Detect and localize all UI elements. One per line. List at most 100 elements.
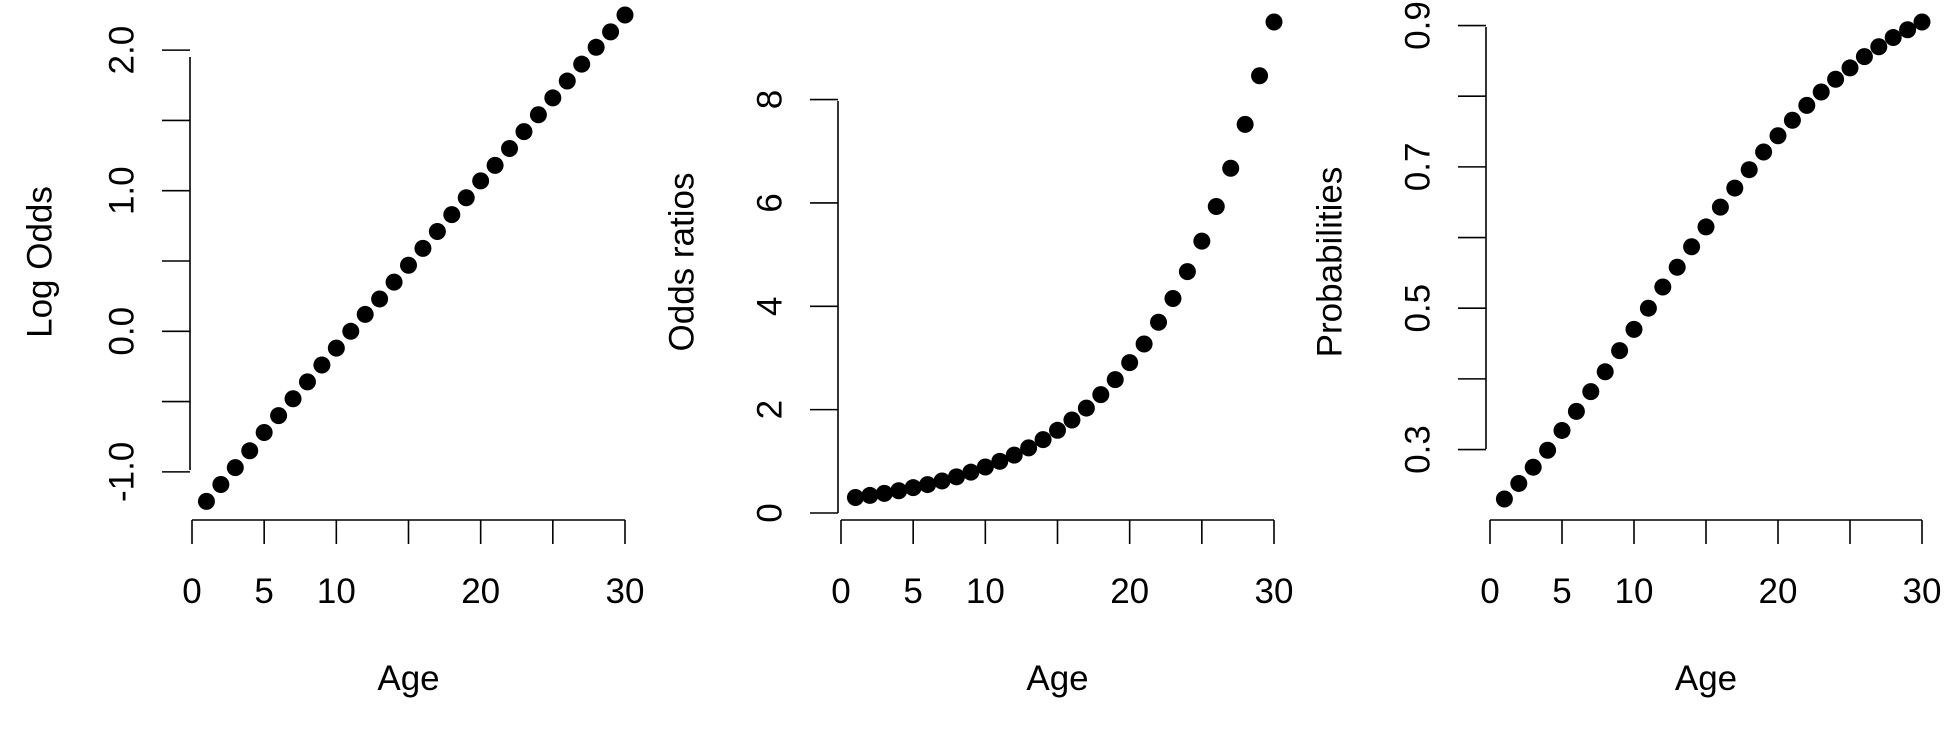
x-axis-title: Age — [377, 659, 439, 698]
data-point — [1899, 21, 1917, 39]
data-point — [1178, 263, 1196, 281]
data-point — [1553, 421, 1571, 439]
data-point — [558, 72, 576, 90]
data-point — [602, 23, 620, 41]
data-point — [284, 390, 302, 408]
y-tick-label: 2.0 — [103, 26, 142, 75]
data-point — [1495, 490, 1513, 508]
data-point — [1625, 320, 1643, 338]
y-tick-label: 4 — [751, 297, 790, 316]
x-tick-label: 0 — [182, 572, 201, 611]
data-point — [544, 89, 562, 107]
data-point — [1034, 431, 1052, 449]
x-tick-label: 30 — [1255, 572, 1294, 611]
x-tick-label: 20 — [1759, 572, 1798, 611]
data-point — [1005, 446, 1023, 464]
data-point — [1769, 127, 1787, 145]
y-tick-label: 2 — [751, 400, 790, 419]
data-point — [947, 468, 965, 486]
y-tick-label: 0.3 — [1399, 425, 1438, 474]
data-point — [1524, 458, 1542, 476]
data-point — [1236, 115, 1254, 133]
data-point — [875, 484, 893, 502]
y-tick-label: 0 — [751, 503, 790, 522]
data-point — [385, 273, 403, 291]
data-point — [861, 486, 879, 504]
data-point — [1222, 159, 1240, 177]
y-tick-label: -1.0 — [103, 442, 142, 502]
data-point — [298, 373, 316, 391]
data-point — [212, 476, 230, 494]
data-point — [976, 458, 994, 476]
odds-ratio-panel: 0 2 4 6 8 0 5 10 20 30 Age Odds ratios — [663, 13, 1294, 698]
data-point — [255, 424, 273, 442]
data-point — [1582, 383, 1600, 401]
data-point — [1711, 198, 1729, 216]
data-point — [1121, 354, 1139, 372]
data-point — [1683, 238, 1701, 256]
data-point — [197, 492, 215, 510]
data-point — [1207, 198, 1225, 216]
x-tick-label: 0 — [1480, 572, 1499, 611]
y-axis-title: Probabilities — [1311, 167, 1350, 358]
data-point — [313, 356, 331, 374]
data-point — [587, 38, 605, 56]
probability-panel: 0.3 0.5 0.7 0.9 0 5 10 20 30 Age Probabilities — [1311, 1, 1942, 698]
data-point — [1697, 218, 1715, 236]
data-point — [1164, 290, 1182, 308]
x-axis-title: Age — [1675, 659, 1737, 698]
data-point — [1668, 258, 1686, 276]
x-tick-label: 10 — [1615, 572, 1654, 611]
data-point — [846, 488, 864, 506]
data-point — [1092, 386, 1110, 404]
data-point — [241, 442, 259, 460]
x-axis-title: Age — [1026, 659, 1088, 698]
data-point — [1654, 278, 1672, 296]
data-point — [443, 206, 461, 224]
data-point — [919, 476, 937, 494]
data-point — [400, 256, 417, 274]
data-point — [962, 463, 980, 481]
data-point — [270, 407, 288, 425]
data-point — [515, 123, 533, 141]
x-tick-label: 30 — [1903, 572, 1942, 611]
data-point — [1726, 179, 1744, 197]
y-axis-title: Odds ratios — [663, 173, 702, 352]
data-point — [414, 239, 432, 257]
x-tick-label: 5 — [254, 572, 273, 611]
data-point — [1106, 371, 1124, 389]
data-point — [1020, 439, 1038, 457]
data-point — [1077, 399, 1095, 417]
x-tick-label: 5 — [903, 572, 922, 611]
data-point — [1596, 363, 1614, 381]
y-tick-label: 0.5 — [1399, 284, 1438, 333]
y-tick-label: 6 — [751, 193, 790, 212]
data-point — [1870, 38, 1888, 56]
x-tick-label: 20 — [1110, 572, 1149, 611]
data-point — [991, 452, 1009, 470]
data-point — [371, 290, 389, 308]
x-tick-label: 30 — [606, 572, 645, 611]
data-point — [933, 472, 951, 490]
data-point — [1841, 59, 1859, 77]
data-point — [573, 55, 591, 73]
data-point — [529, 106, 547, 124]
x-tick-label: 0 — [831, 572, 850, 611]
x-tick-label: 10 — [317, 572, 356, 611]
y-tick-label: 1.0 — [103, 166, 142, 215]
data-point — [1639, 299, 1657, 317]
data-point — [904, 479, 922, 497]
data-point — [1812, 83, 1830, 101]
data-point — [1740, 161, 1758, 179]
y-tick-label: 0.7 — [1399, 143, 1438, 192]
data-point — [486, 156, 504, 174]
data-point — [1251, 67, 1269, 85]
data-point — [356, 305, 374, 323]
y-tick-label: 8 — [751, 90, 790, 109]
x-tick-label: 10 — [966, 572, 1005, 611]
data-point — [616, 6, 634, 24]
data-point — [1783, 111, 1801, 129]
data-point — [226, 459, 244, 477]
data-point — [428, 222, 446, 240]
